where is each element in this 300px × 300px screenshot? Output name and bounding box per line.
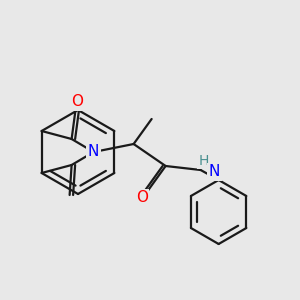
Text: H: H <box>198 154 209 168</box>
Text: N: N <box>209 164 220 179</box>
Text: O: O <box>70 94 83 110</box>
Text: O: O <box>136 190 148 206</box>
Text: N: N <box>88 145 99 160</box>
